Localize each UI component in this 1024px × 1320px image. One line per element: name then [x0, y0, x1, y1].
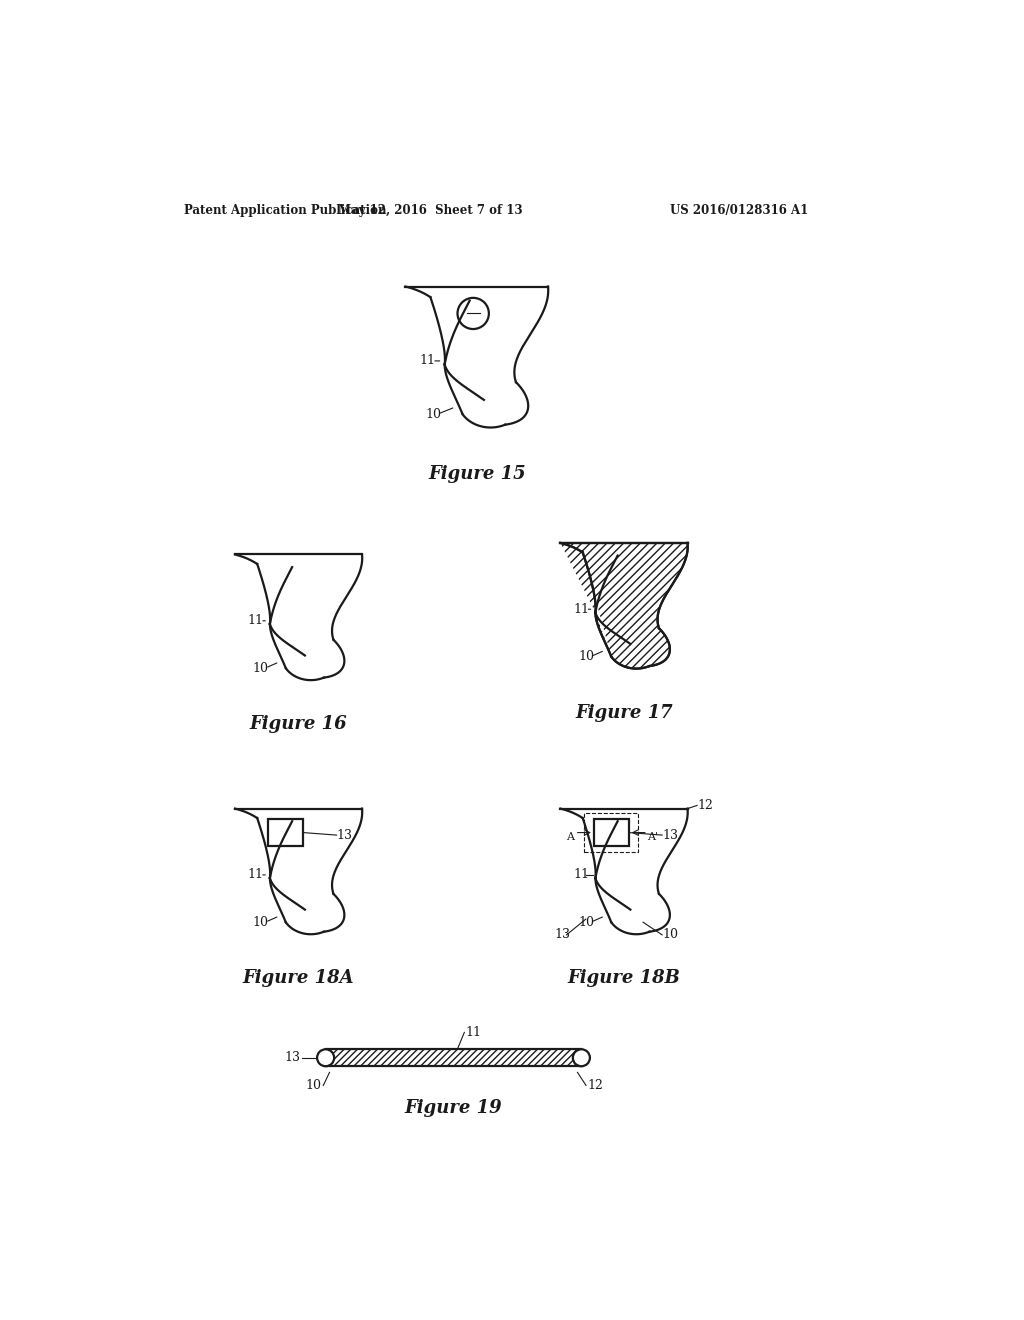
Polygon shape — [560, 543, 688, 669]
Text: Patent Application Publication: Patent Application Publication — [183, 205, 386, 218]
Text: 10: 10 — [425, 408, 441, 421]
Text: 13: 13 — [663, 829, 678, 842]
Text: 10: 10 — [579, 916, 594, 929]
Circle shape — [572, 1049, 590, 1067]
Bar — [268, 820, 303, 846]
Text: 13: 13 — [554, 928, 570, 941]
Text: 11: 11 — [248, 869, 263, 882]
Text: Figure 17: Figure 17 — [575, 704, 673, 722]
Bar — [585, 813, 638, 853]
Text: 11: 11 — [420, 354, 435, 367]
Text: Figure 15: Figure 15 — [428, 465, 525, 483]
Text: 11: 11 — [465, 1026, 481, 1039]
Text: 11: 11 — [248, 614, 263, 627]
Circle shape — [317, 1049, 334, 1067]
Text: 13: 13 — [337, 829, 352, 842]
Text: 13: 13 — [285, 1051, 301, 1064]
Text: 10: 10 — [306, 1078, 322, 1092]
Bar — [326, 1049, 582, 1067]
Text: 10: 10 — [579, 649, 594, 663]
Text: A: A — [566, 832, 574, 842]
Text: Figure 18B: Figure 18B — [567, 969, 680, 987]
Text: 11: 11 — [573, 603, 589, 615]
Text: 10: 10 — [663, 928, 678, 941]
Text: 12: 12 — [697, 799, 713, 812]
Text: Figure 19: Figure 19 — [404, 1098, 503, 1117]
Text: Figure 18A: Figure 18A — [243, 969, 354, 987]
Text: US 2016/0128316 A1: US 2016/0128316 A1 — [671, 205, 809, 218]
Text: 10: 10 — [253, 916, 268, 929]
Text: 10: 10 — [253, 661, 268, 675]
Bar — [594, 820, 629, 846]
Text: Figure 16: Figure 16 — [250, 715, 347, 734]
Text: 11: 11 — [573, 869, 589, 882]
Text: 12: 12 — [588, 1078, 603, 1092]
Text: A': A' — [647, 832, 657, 842]
Text: May 12, 2016  Sheet 7 of 13: May 12, 2016 Sheet 7 of 13 — [338, 205, 522, 218]
